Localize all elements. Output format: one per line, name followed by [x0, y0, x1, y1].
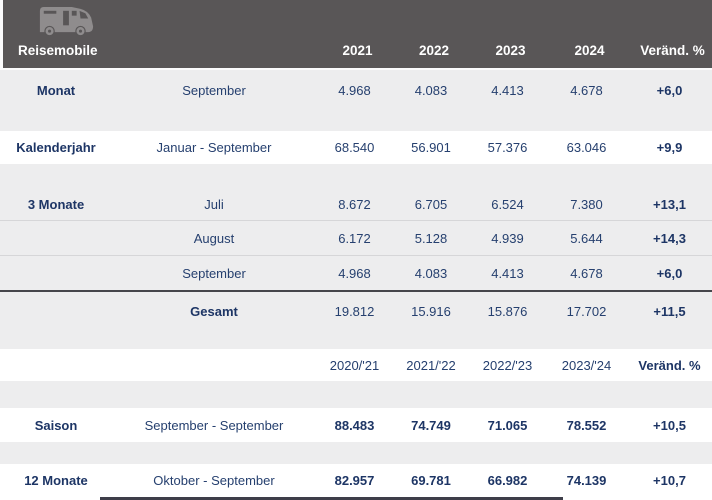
column-header-2023: 2023 — [495, 42, 526, 58]
period-cell: Juli — [204, 196, 224, 212]
category-cell: 12 Monate — [24, 473, 88, 488]
next-section-top-edge — [100, 497, 563, 500]
table-row: August 6.172 5.128 4.939 5.644 +14,3 — [0, 221, 712, 255]
value-cell: 57.376 — [487, 140, 528, 155]
section-12monate: 12 Monate Oktober - September 82.957 69.… — [0, 464, 712, 497]
change-cell: +10,5 — [653, 417, 686, 433]
motorhome-icon — [37, 4, 95, 39]
value-cell: 15.876 — [487, 303, 528, 319]
change-cell: +14,3 — [653, 230, 686, 246]
section-3monate-september: September 4.968 4.083 4.413 4.678 +6,0 — [0, 256, 712, 290]
value-cell: 4.413 — [491, 265, 524, 281]
value-cell: 66.982 — [487, 473, 528, 488]
season-column-header-row: 2020/'21 2021/'22 2022/'23 2023/'24 Verä… — [0, 349, 712, 381]
value-cell: 7.380 — [570, 196, 603, 212]
column-header-2023-24: 2023/'24 — [561, 357, 612, 373]
change-cell: +10,7 — [653, 473, 686, 488]
period-cell: August — [193, 230, 235, 246]
value-cell: 74.139 — [566, 473, 607, 488]
period-cell: September — [182, 82, 246, 98]
table-row: Gesamt 19.812 15.916 15.876 17.702 +11,5 — [0, 292, 712, 330]
value-cell: 8.672 — [338, 196, 371, 212]
change-cell: +13,1 — [653, 196, 686, 212]
column-header-change: Veränd. % — [640, 42, 705, 58]
value-cell: 17.702 — [566, 303, 607, 319]
table-row: 12 Monate Oktober - September 82.957 69.… — [0, 464, 712, 497]
section-kalenderjahr: Kalenderjahr Januar - September 68.540 5… — [0, 131, 712, 164]
section-3monate-juli: 3 Monate Juli 8.672 6.705 6.524 7.380 +1… — [0, 188, 712, 221]
column-header-2022-23: 2022/'23 — [482, 357, 533, 373]
value-cell: 6.172 — [338, 230, 371, 246]
value-cell: 4.678 — [570, 265, 603, 281]
value-cell: 78.552 — [566, 417, 607, 433]
table-row: Saison September - September 88.483 74.7… — [0, 408, 712, 442]
table-title: Reisemobile — [18, 42, 98, 58]
period-cell: September — [182, 265, 246, 281]
section-gesamt: Gesamt 19.812 15.916 15.876 17.702 +11,5 — [0, 292, 712, 330]
table-row: September 4.968 4.083 4.413 4.678 +6,0 — [0, 256, 712, 290]
section-saison: Saison September - September 88.483 74.7… — [0, 408, 712, 442]
column-header-2021-22: 2021/'22 — [406, 357, 456, 373]
value-cell: 19.812 — [334, 303, 375, 319]
value-cell: 4.968 — [338, 265, 371, 281]
value-cell: 6.705 — [414, 196, 448, 212]
value-cell: 69.781 — [411, 473, 451, 488]
column-header-2020-21: 2020/'21 — [329, 357, 380, 373]
value-cell: 6.524 — [491, 196, 524, 212]
value-cell: 4.083 — [414, 82, 448, 98]
change-cell: +9,9 — [656, 140, 683, 155]
table-row: Kalenderjahr Januar - September 68.540 5… — [0, 131, 712, 164]
change-cell: +6,0 — [656, 265, 683, 281]
table-header: Reisemobile 2021 2022 2023 2024 Veränd. … — [0, 0, 712, 70]
table-row: Monat September 4.968 4.083 4.413 4.678 … — [0, 70, 712, 110]
spacer — [0, 164, 712, 188]
category-cell: Kalenderjahr — [16, 140, 96, 155]
value-cell: 4.413 — [491, 82, 524, 98]
period-cell: Oktober - September — [153, 473, 275, 488]
spacer — [0, 330, 712, 349]
column-header-2022: 2022 — [418, 42, 450, 58]
column-header-row: Reisemobile 2021 2022 2023 2024 Veränd. … — [3, 35, 712, 65]
period-cell: September - September — [144, 417, 284, 433]
value-cell: 4.083 — [414, 265, 448, 281]
value-cell: 74.749 — [411, 417, 451, 433]
value-cell: 68.540 — [334, 140, 375, 155]
spacer — [0, 381, 712, 408]
value-cell: 82.957 — [334, 473, 375, 488]
value-cell: 4.968 — [338, 82, 371, 98]
section-monat: Monat September 4.968 4.083 4.413 4.678 … — [0, 70, 712, 131]
value-cell: 4.678 — [570, 82, 603, 98]
table-row: 3 Monate Juli 8.672 6.705 6.524 7.380 +1… — [0, 188, 712, 220]
value-cell: 5.128 — [414, 230, 448, 246]
section-3monate-august: August 6.172 5.128 4.939 5.644 +14,3 — [0, 221, 712, 256]
category-cell: Monat — [36, 82, 76, 98]
column-header-2021: 2021 — [342, 42, 373, 58]
value-cell: 5.644 — [570, 230, 603, 246]
column-header-change: Veränd. % — [638, 357, 701, 373]
spacer — [0, 442, 712, 464]
category-cell: 3 Monate — [27, 196, 85, 212]
column-header-2024: 2024 — [574, 42, 605, 58]
value-cell: 4.939 — [491, 230, 524, 246]
period-cell: Gesamt — [190, 303, 238, 319]
change-cell: +6,0 — [656, 82, 683, 98]
total-divider-rule — [0, 290, 712, 292]
value-cell: 15.916 — [411, 303, 451, 319]
period-cell: Januar - September — [156, 140, 272, 155]
value-cell: 88.483 — [334, 417, 375, 433]
category-cell: Saison — [34, 417, 78, 433]
value-cell: 71.065 — [487, 417, 528, 433]
value-cell: 63.046 — [566, 140, 607, 155]
change-cell: +11,5 — [653, 303, 686, 319]
value-cell: 56.901 — [411, 140, 451, 155]
